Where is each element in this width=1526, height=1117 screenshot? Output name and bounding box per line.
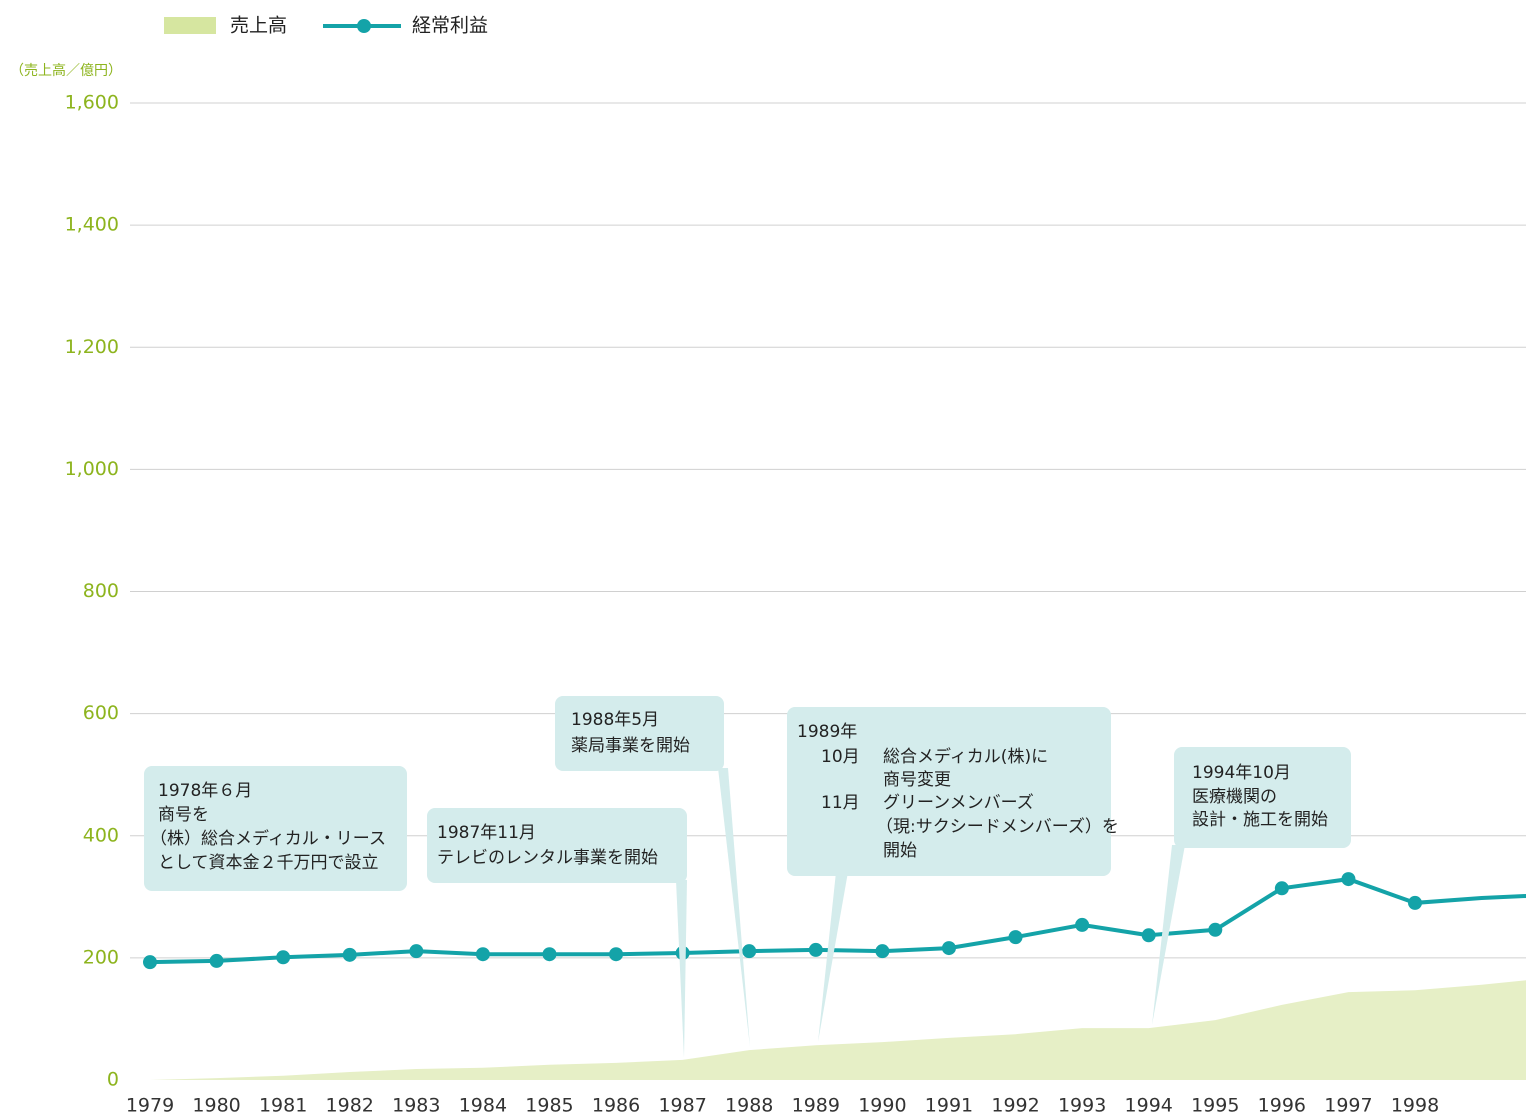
marker [1141, 928, 1156, 943]
callout-pointer [676, 880, 687, 1058]
x-tick-label: 1998 [1391, 1095, 1439, 1117]
callout-text: 医療機関の [1192, 787, 1277, 807]
callout-text: 薬局事業を開始 [571, 736, 690, 756]
callout-text: グリーンメンバーズ [883, 793, 1034, 813]
x-tick-label: 1994 [1125, 1095, 1173, 1117]
y-tick-label: 1,200 [65, 336, 119, 358]
callout-text: 商号を [158, 805, 209, 825]
x-tick-label: 1987 [658, 1095, 706, 1117]
y-tick-label: 1,000 [65, 458, 119, 480]
x-tick-label: 1979 [126, 1095, 174, 1117]
y-tick-label: 200 [83, 946, 119, 968]
x-tick-label: 1990 [858, 1095, 906, 1117]
marker [1274, 881, 1289, 896]
marker [143, 955, 157, 970]
x-tick-label: 1989 [792, 1095, 840, 1117]
marker [542, 947, 557, 962]
marker [209, 953, 224, 968]
marker [808, 942, 823, 957]
plot [143, 872, 1526, 1080]
y-tick-label: 800 [83, 580, 119, 602]
area [150, 980, 1526, 1080]
x-tick-label: 1995 [1191, 1095, 1239, 1117]
callout-pointer [818, 872, 848, 1042]
x-tick-label: 1985 [525, 1095, 573, 1117]
marker [1008, 930, 1023, 945]
callout-pointer [718, 768, 750, 1047]
x-tick-label: 1992 [991, 1095, 1039, 1117]
x-tick-label: 1983 [392, 1095, 440, 1117]
x-tick-label: 1984 [459, 1095, 507, 1117]
legend-label: 経常利益 [412, 15, 488, 37]
callout-text: 1978年６月 [158, 781, 252, 801]
marker [1408, 895, 1423, 910]
callout-text: 商号変更 [883, 770, 951, 790]
marker [475, 947, 490, 962]
y-tick-label: 400 [83, 824, 119, 846]
marker [276, 950, 291, 965]
x-tick-label: 1996 [1258, 1095, 1306, 1117]
legend-marker [357, 19, 371, 33]
x-tick-label: 1988 [725, 1095, 773, 1117]
callout-text: 総合メディカル(株)に [883, 746, 1048, 767]
legend-swatch [164, 17, 216, 34]
marker [941, 941, 956, 956]
y-tick-label: 600 [83, 702, 119, 724]
marker [875, 944, 890, 959]
callout-text: （株）総合メディカル・リース [150, 828, 386, 849]
callout-text: テレビのレンタル事業を開始 [437, 848, 658, 868]
callout [144, 766, 407, 891]
y-tick-label: 1,400 [65, 214, 119, 236]
x-tick-label: 1981 [259, 1095, 307, 1117]
x-tick-label: 1982 [326, 1095, 374, 1117]
callout-text: として資本金２千万円で設立 [158, 853, 379, 873]
callout-text: 1989年 [797, 722, 857, 742]
callout [1174, 747, 1351, 848]
marker [342, 947, 357, 962]
marker [1075, 917, 1090, 932]
annotations: 1978年６月 商号を （株）総合メディカル・リース として資本金２千万円で設立… [144, 696, 1351, 1058]
x-tick-label: 1991 [925, 1095, 973, 1117]
marker [1208, 922, 1223, 937]
callout-text: 1987年11月 [437, 823, 536, 843]
callout-text: 設計・施工を開始 [1192, 810, 1328, 830]
y-tick-label: 0 [107, 1069, 119, 1091]
x-tick-label: 1980 [192, 1095, 240, 1117]
legend-label: 売上高 [230, 15, 287, 37]
line [149, 877, 1526, 965]
callout-text: 開始 [883, 841, 917, 861]
x-tick-label: 1986 [592, 1095, 640, 1117]
callout-pointer [1152, 845, 1185, 1025]
legend: 売上高 経常利益 [164, 15, 488, 37]
marker [409, 944, 424, 959]
y-axis-label: （売上高／億円） [10, 62, 122, 79]
marker [742, 944, 757, 959]
marker [1341, 872, 1356, 887]
callout-text: 11月 [821, 793, 860, 813]
callout [555, 696, 724, 771]
callout-text: 1988年5月 [571, 710, 659, 730]
callout [787, 707, 1111, 876]
x-tick-label: 1997 [1324, 1095, 1372, 1117]
callout [427, 808, 687, 883]
y-tick-label: 1,600 [65, 92, 119, 114]
callout-text: 1994年10月 [1192, 763, 1291, 783]
callout-text: （現:サクシードメンバーズ）を [876, 817, 1119, 837]
grid: 0 200 400 600 800 1,000 1,200 1,400 1,600 1979 198… [65, 92, 1526, 1117]
marker [609, 947, 624, 962]
x-tick-label: 1993 [1058, 1095, 1106, 1117]
callout-text: 10月 [821, 747, 860, 767]
